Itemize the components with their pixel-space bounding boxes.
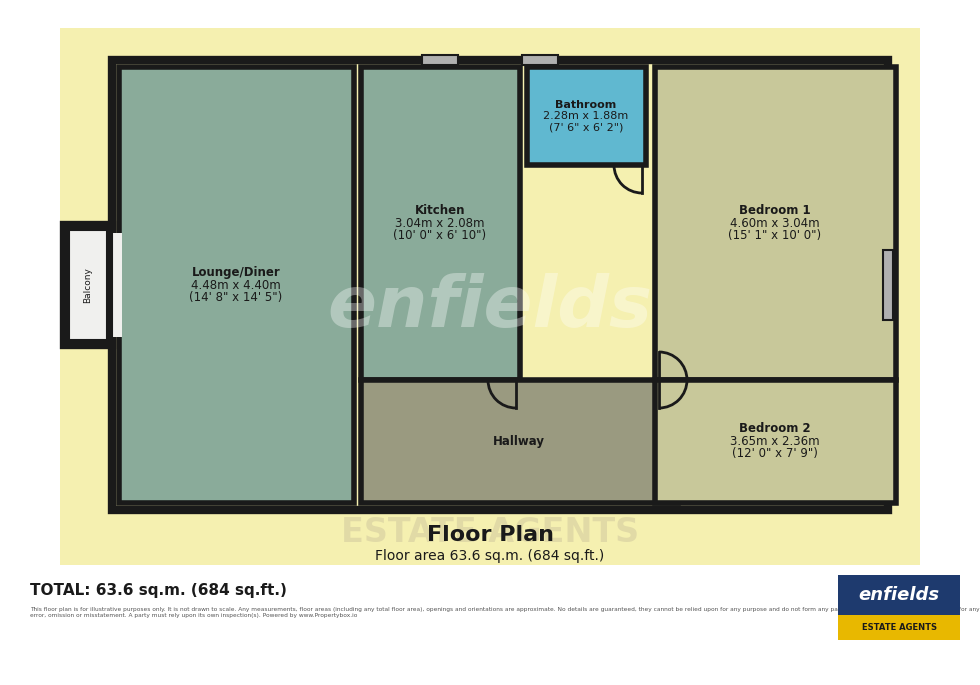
Bar [111,233,122,337]
Bar [112,60,888,510]
Bar [838,615,960,640]
Text: Bathroom: Bathroom [556,100,616,110]
Bar [60,28,920,565]
Text: 2.28m x 1.88m: 2.28m x 1.88m [543,111,628,121]
Bar [64,225,112,345]
Text: (10' 0" x 6' 10"): (10' 0" x 6' 10") [393,229,486,242]
Bar [883,250,893,320]
Text: Bedroom 2: Bedroom 2 [739,422,810,435]
Text: enfields: enfields [858,586,940,604]
Bar [527,67,646,165]
Text: (14' 8" x 14' 5"): (14' 8" x 14' 5") [189,291,282,304]
Bar [119,67,354,503]
Bar [361,380,678,503]
Bar [522,55,558,65]
Text: Kitchen: Kitchen [415,204,465,217]
Bar [422,55,458,65]
Text: 3.04m x 2.08m: 3.04m x 2.08m [395,216,485,229]
Text: 4.60m x 3.04m: 4.60m x 3.04m [730,216,820,229]
Text: ESTATE AGENTS: ESTATE AGENTS [341,516,639,549]
Bar [361,67,520,380]
Text: Lounge/Diner: Lounge/Diner [192,266,280,279]
Bar [838,575,960,615]
Text: enfields: enfields [327,273,653,342]
Bar [655,67,896,380]
Bar [69,230,107,340]
Text: (7' 6" x 6' 2"): (7' 6" x 6' 2") [549,122,623,132]
Text: Hallway: Hallway [493,434,545,447]
Text: (12' 0" x 7' 9"): (12' 0" x 7' 9") [732,447,818,460]
Text: 3.65m x 2.36m: 3.65m x 2.36m [730,434,820,447]
Text: Bedroom 1: Bedroom 1 [739,204,810,217]
Text: ESTATE AGENTS: ESTATE AGENTS [861,623,937,632]
Text: 4.48m x 4.40m: 4.48m x 4.40m [191,279,281,292]
Text: (15' 1" x 10' 0"): (15' 1" x 10' 0") [728,229,821,242]
Text: Balcony: Balcony [83,267,92,303]
Text: This floor plan is for illustrative purposes only. It is not drawn to scale. Any: This floor plan is for illustrative purp… [30,607,980,618]
Bar [655,380,896,503]
Text: TOTAL: 63.6 sq.m. (684 sq.ft.): TOTAL: 63.6 sq.m. (684 sq.ft.) [30,583,287,598]
Text: Floor Plan: Floor Plan [426,525,554,545]
Text: Floor area 63.6 sq.m. (684 sq.ft.): Floor area 63.6 sq.m. (684 sq.ft.) [375,549,605,563]
